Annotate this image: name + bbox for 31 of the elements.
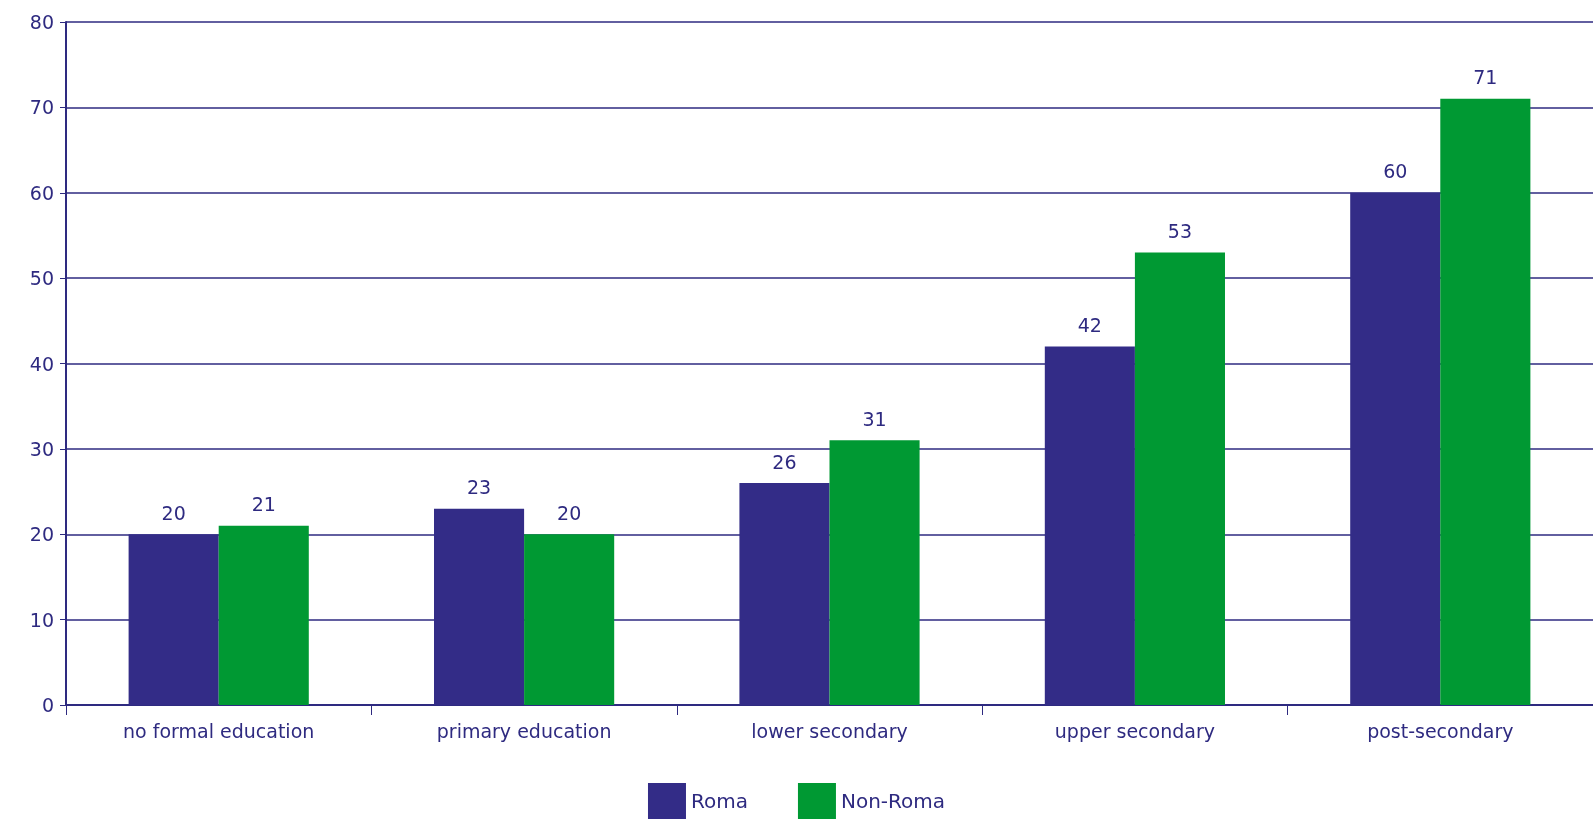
y-tick-label: 50 (29, 267, 54, 290)
data-label: 20 (161, 501, 186, 524)
y-tick-label: 40 (29, 352, 54, 375)
data-label: 23 (466, 476, 492, 499)
y-tick-label: 20 (29, 523, 54, 546)
x-tick-label: upper secondary (1054, 719, 1215, 742)
x-tick-label: post-secondary (1367, 719, 1514, 742)
y-tick-label: 30 (29, 437, 54, 460)
data-label: 71 (1473, 66, 1498, 89)
y-tick-label: 70 (29, 96, 54, 119)
bar (218, 525, 309, 705)
data-label: 42 (1077, 313, 1102, 336)
y-tick-label: 60 (29, 181, 54, 204)
bar (524, 534, 615, 705)
y-tick-label: 80 (29, 11, 54, 33)
x-tick-label: lower secondary (751, 719, 908, 742)
data-label: 60 (1383, 160, 1408, 183)
bar (1440, 98, 1531, 705)
y-tick-label: 10 (29, 608, 54, 631)
y-tick-label: 0 (41, 694, 54, 716)
legend-label: Roma (690, 789, 748, 813)
data-label: 53 (1167, 220, 1193, 243)
bar (829, 440, 920, 705)
bar (1134, 252, 1225, 705)
data-label: 31 (862, 407, 887, 430)
data-label: 20 (557, 501, 582, 524)
data-label: 26 (772, 450, 797, 473)
data-label: 21 (251, 493, 276, 516)
legend-label: Non-Roma (840, 789, 946, 813)
x-tick-label: no formal education (123, 719, 315, 742)
x-tick-label: primary education (436, 719, 612, 742)
